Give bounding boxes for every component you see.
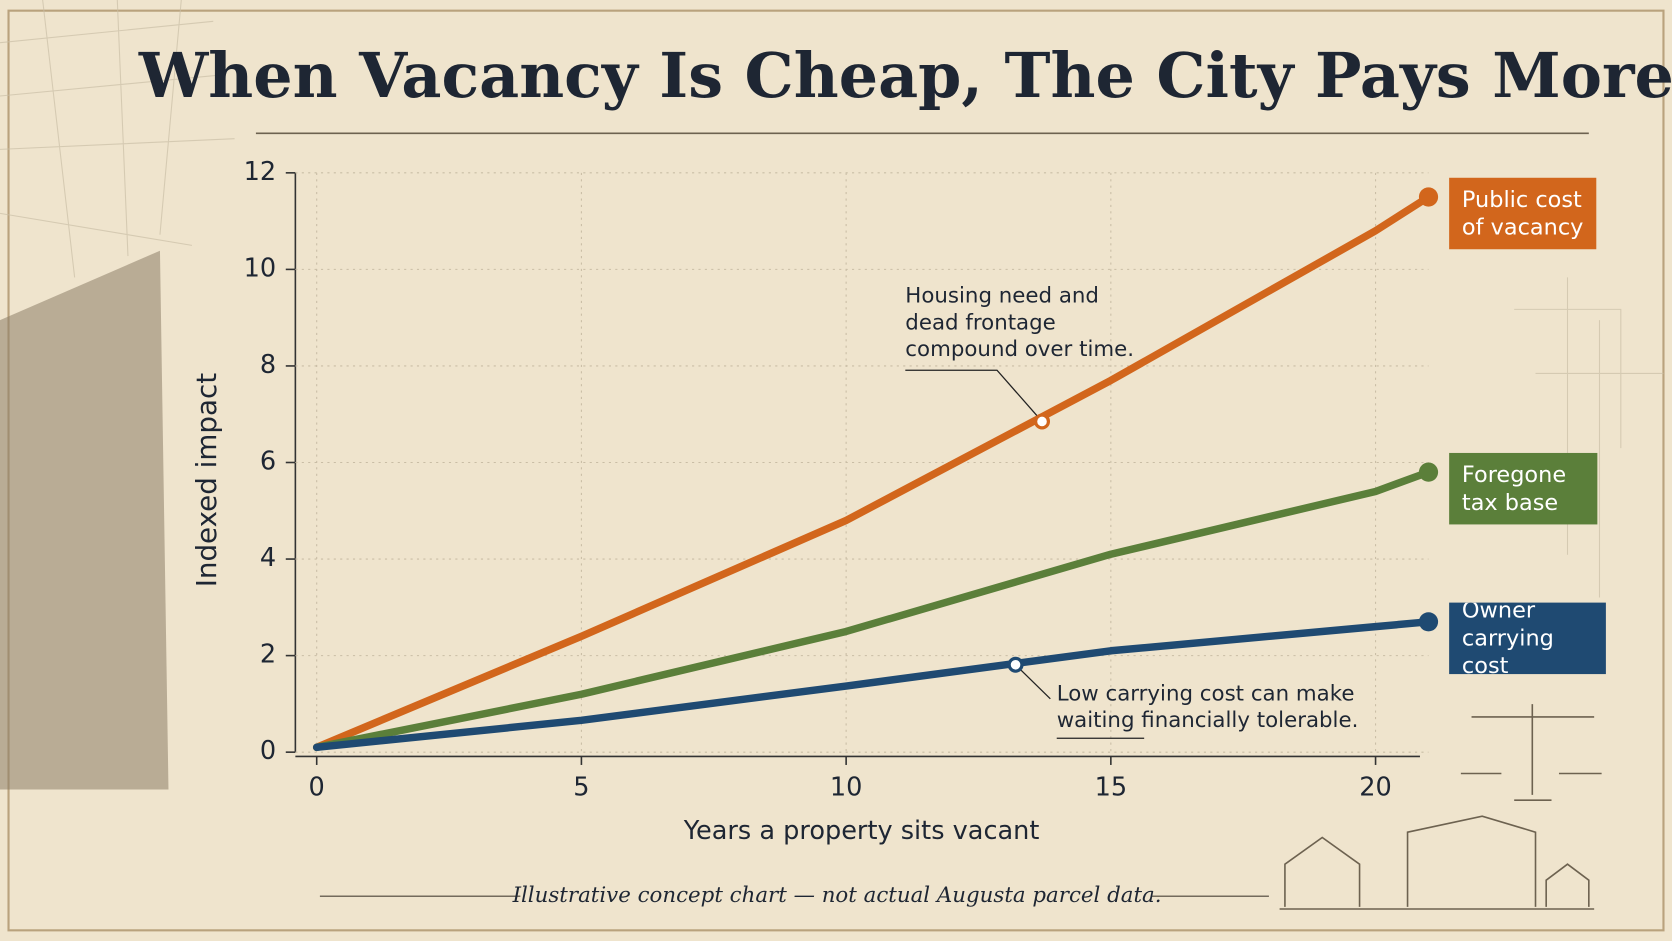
- x-axis-label: Years a property sits vacant: [683, 816, 1040, 846]
- houses-decoration: [1279, 704, 1602, 910]
- y-tick-label: 4: [260, 543, 276, 573]
- label-box: [1449, 602, 1606, 675]
- end-point: [1418, 612, 1439, 632]
- x-tick-label: 10: [830, 772, 863, 802]
- x-tick-label: 0: [309, 772, 325, 802]
- y-tick-label: 2: [260, 640, 276, 670]
- map-decoration: [0, 0, 1664, 598]
- label-box: [1449, 452, 1598, 525]
- leader-line: [905, 369, 1043, 422]
- legend-entry: Owner carrying cost: [1461, 602, 1554, 675]
- building-decoration: [0, 250, 169, 790]
- x-tick-label: 20: [1359, 772, 1392, 802]
- legend-label: Foregone tax base: [1461, 462, 1567, 516]
- y-tick-label: 8: [260, 350, 276, 380]
- x-tick-label: 15: [1095, 772, 1128, 802]
- legend-entry: Foregone tax base: [1461, 462, 1567, 516]
- annotation-text: Housing need and: [905, 284, 1099, 309]
- series-line: [312, 618, 1433, 752]
- chart-title: When Vacancy Is Cheap, The City Pays Mor…: [138, 39, 1672, 112]
- y-tick-label: 12: [244, 157, 277, 187]
- series-line: [312, 193, 1433, 752]
- annotation-text: waiting financially tolerable.: [1057, 708, 1359, 733]
- end-point: [1418, 462, 1439, 482]
- annotation-text: Low carrying cost can make: [1057, 682, 1355, 707]
- leader-line: [1015, 664, 1051, 700]
- y-tick-label: 0: [260, 736, 276, 766]
- note: Illustrative concept chart — not actual …: [512, 883, 1162, 908]
- series-line: [312, 468, 1433, 752]
- y-tick-label: 6: [260, 446, 276, 476]
- legend-label: Owner carrying cost: [1461, 602, 1554, 675]
- annotation-text: dead frontage: [905, 310, 1055, 335]
- annotation-point: [1034, 413, 1051, 430]
- annotation-point: [1007, 656, 1024, 673]
- label-box: [1449, 177, 1597, 250]
- y-tick-label: 10: [244, 253, 277, 283]
- end-point: [1418, 187, 1439, 207]
- legend-entry: Public cost of vacancy: [1461, 186, 1584, 241]
- legend-label: Public cost of vacancy: [1461, 186, 1584, 241]
- y-axis-label: Indexed impact: [190, 373, 223, 587]
- annotation-text: compound over time.: [905, 337, 1134, 362]
- x-tick-label: 5: [573, 772, 589, 802]
